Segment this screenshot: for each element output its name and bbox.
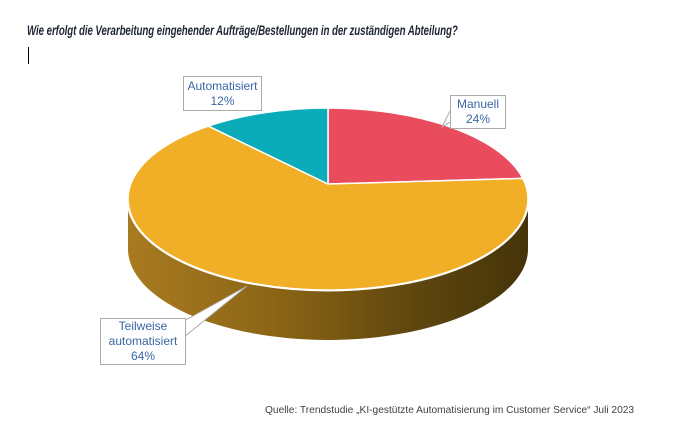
callout-manuell-value: 24% (465, 112, 491, 126)
pie-slice-automatisiert (207, 107, 329, 185)
source-note: Quelle: Trendstudie „KI-gestützte Automa… (265, 404, 635, 416)
callout-teilweise-value: 64% (130, 349, 156, 363)
chart-title: Wie erfolgt die Verarbeitung eingehender… (27, 23, 458, 38)
text-cursor (28, 47, 29, 64)
callout-manuell: Manuell 24% (450, 95, 506, 129)
callout-pointer-manuell (440, 110, 451, 129)
callout-leader-teilweise (183, 285, 248, 338)
callout-automatisiert: Automatisiert 12% (183, 76, 262, 111)
pie-slice-teilweise-automatisiert (127, 125, 529, 291)
callout-teilweise-label-line2: automatisiert (108, 334, 178, 348)
callout-manuell-label: Manuell (456, 97, 500, 111)
pie-side (128, 199, 528, 340)
callout-teilweise-label-line1: Teilweise (118, 319, 168, 333)
callout-automatisiert-label: Automatisiert (187, 78, 258, 93)
callout-teilweise: Teilweise automatisiert 64% (100, 318, 186, 365)
callout-automatisiert-value: 12% (210, 93, 235, 108)
